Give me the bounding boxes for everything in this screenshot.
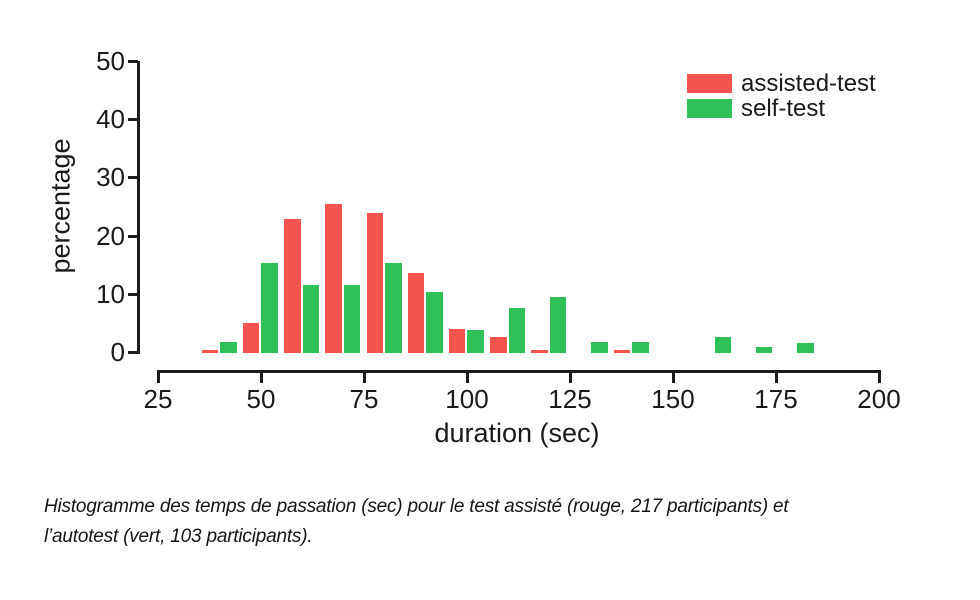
bar-assisted-test-120sec — [531, 350, 548, 353]
legend-item-assisted-test: assisted-test — [687, 70, 876, 97]
y-tick-label-0: 0 — [110, 337, 125, 367]
bar-assisted-test-40sec — [201, 350, 219, 353]
x-tick-125 — [568, 370, 572, 383]
bar-self-test-110sec — [508, 307, 526, 353]
histogram-chart: percentage 0 10 20 30 40 50 25 50 75 100 125 150 17… — [45, 46, 901, 448]
x-tick-75 — [362, 370, 366, 383]
bar-assisted-test-60sec — [284, 219, 301, 353]
bar-self-test-120sec — [549, 296, 567, 353]
caption-line1: Histogramme des temps de passation (sec)… — [44, 496, 789, 517]
bar-assisted-test-80sec — [366, 212, 383, 353]
x-tick-50 — [259, 370, 263, 383]
y-tick-label-50: 50 — [96, 46, 125, 76]
x-tick-label-175: 175 — [754, 384, 798, 414]
caption-line2: l’autotest (vert, 103 participants). — [44, 526, 313, 547]
x-tick-25 — [156, 370, 160, 383]
legend-item-self-test: self-test — [687, 95, 876, 122]
x-tick-label-75: 75 — [349, 384, 379, 414]
bar-assisted-test-100sec — [448, 329, 466, 353]
bar-self-test-70sec — [343, 285, 361, 353]
bar-self-test-170sec — [755, 347, 773, 353]
bar-self-test-90sec — [426, 291, 443, 353]
bar-self-test-180sec — [797, 342, 814, 353]
legend-label-assisted-test: assisted-test — [741, 70, 876, 97]
x-tick-label-25: 25 — [143, 384, 173, 414]
x-tick-200 — [877, 370, 881, 383]
legend-swatch-assisted-test-icon — [687, 74, 732, 93]
bar-self-test-60sec — [302, 285, 320, 353]
x-axis-line — [157, 370, 881, 373]
y-tick-50 — [128, 60, 138, 63]
bar-assisted-test-140sec — [613, 350, 631, 353]
x-tick-label-150: 150 — [651, 384, 695, 414]
bar-self-test-140sec — [632, 341, 649, 353]
bar-assisted-test-90sec — [407, 272, 425, 353]
legend-label-self-test: self-test — [741, 95, 826, 122]
y-axis-line — [137, 61, 140, 354]
figure-caption: Histogramme des temps de passation (sec)… — [44, 492, 844, 552]
y-tick-0 — [128, 351, 138, 354]
y-tick-30 — [128, 176, 138, 180]
legend: assisted-test self-test — [687, 70, 876, 124]
y-tick-10 — [128, 292, 138, 296]
x-tick-label-125: 125 — [548, 384, 592, 414]
x-tick-label-200: 200 — [857, 384, 901, 414]
x-tick-100 — [465, 370, 469, 383]
bar-self-test-80sec — [385, 262, 402, 353]
bar-assisted-test-70sec — [325, 204, 342, 353]
x-tick-175 — [774, 370, 778, 383]
x-axis-title: duration (sec) — [434, 418, 600, 448]
bar-self-test-100sec — [467, 330, 484, 353]
bar-self-test-40sec — [220, 341, 237, 353]
bar-self-test-130sec — [591, 341, 608, 353]
bar-self-test-50sec — [261, 262, 278, 353]
bar-assisted-test-110sec — [490, 336, 507, 353]
y-tick-40 — [128, 118, 138, 122]
x-tick-label-50: 50 — [246, 384, 276, 414]
y-tick-label-20: 20 — [96, 220, 125, 251]
x-tick-label-100: 100 — [445, 384, 489, 414]
y-axis-title: percentage — [45, 138, 76, 274]
bar-assisted-test-50sec — [242, 323, 260, 353]
y-tick-label-40: 40 — [96, 104, 125, 135]
x-tick-150 — [671, 370, 675, 383]
bar-self-test-160sec — [714, 336, 732, 353]
y-tick-label-10: 10 — [96, 278, 125, 309]
legend-swatch-self-test-icon — [687, 99, 732, 118]
y-tick-label-30: 30 — [96, 162, 125, 193]
y-tick-20 — [128, 234, 138, 238]
